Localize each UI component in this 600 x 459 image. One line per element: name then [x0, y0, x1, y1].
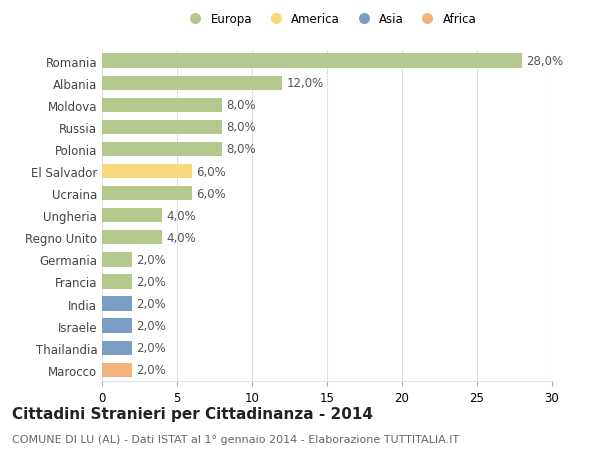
Bar: [102, 54, 522, 69]
Text: 28,0%: 28,0%: [527, 55, 563, 68]
Bar: [102, 120, 222, 135]
Text: 8,0%: 8,0%: [227, 121, 256, 134]
Bar: [102, 363, 132, 377]
Text: 6,0%: 6,0%: [197, 165, 226, 178]
Text: 6,0%: 6,0%: [197, 187, 226, 200]
Text: 2,0%: 2,0%: [137, 341, 166, 354]
Bar: [102, 341, 132, 355]
Bar: [102, 252, 132, 267]
Text: 8,0%: 8,0%: [227, 143, 256, 156]
Bar: [102, 164, 192, 179]
Bar: [102, 142, 222, 157]
Text: 2,0%: 2,0%: [137, 275, 166, 288]
Text: 2,0%: 2,0%: [137, 364, 166, 376]
Text: 2,0%: 2,0%: [137, 253, 166, 266]
Bar: [102, 186, 192, 201]
Bar: [102, 319, 132, 333]
Text: 4,0%: 4,0%: [167, 209, 196, 222]
Text: 12,0%: 12,0%: [287, 77, 324, 90]
Legend: Europa, America, Asia, Africa: Europa, America, Asia, Africa: [179, 8, 481, 31]
Text: Cittadini Stranieri per Cittadinanza - 2014: Cittadini Stranieri per Cittadinanza - 2…: [12, 406, 373, 421]
Text: 4,0%: 4,0%: [167, 231, 196, 244]
Bar: [102, 297, 132, 311]
Bar: [102, 230, 162, 245]
Text: 2,0%: 2,0%: [137, 319, 166, 332]
Bar: [102, 274, 132, 289]
Text: 2,0%: 2,0%: [137, 297, 166, 310]
Text: COMUNE DI LU (AL) - Dati ISTAT al 1° gennaio 2014 - Elaborazione TUTTITALIA.IT: COMUNE DI LU (AL) - Dati ISTAT al 1° gen…: [12, 434, 459, 444]
Bar: [102, 208, 162, 223]
Bar: [102, 98, 222, 113]
Bar: [102, 76, 282, 91]
Text: 8,0%: 8,0%: [227, 99, 256, 112]
